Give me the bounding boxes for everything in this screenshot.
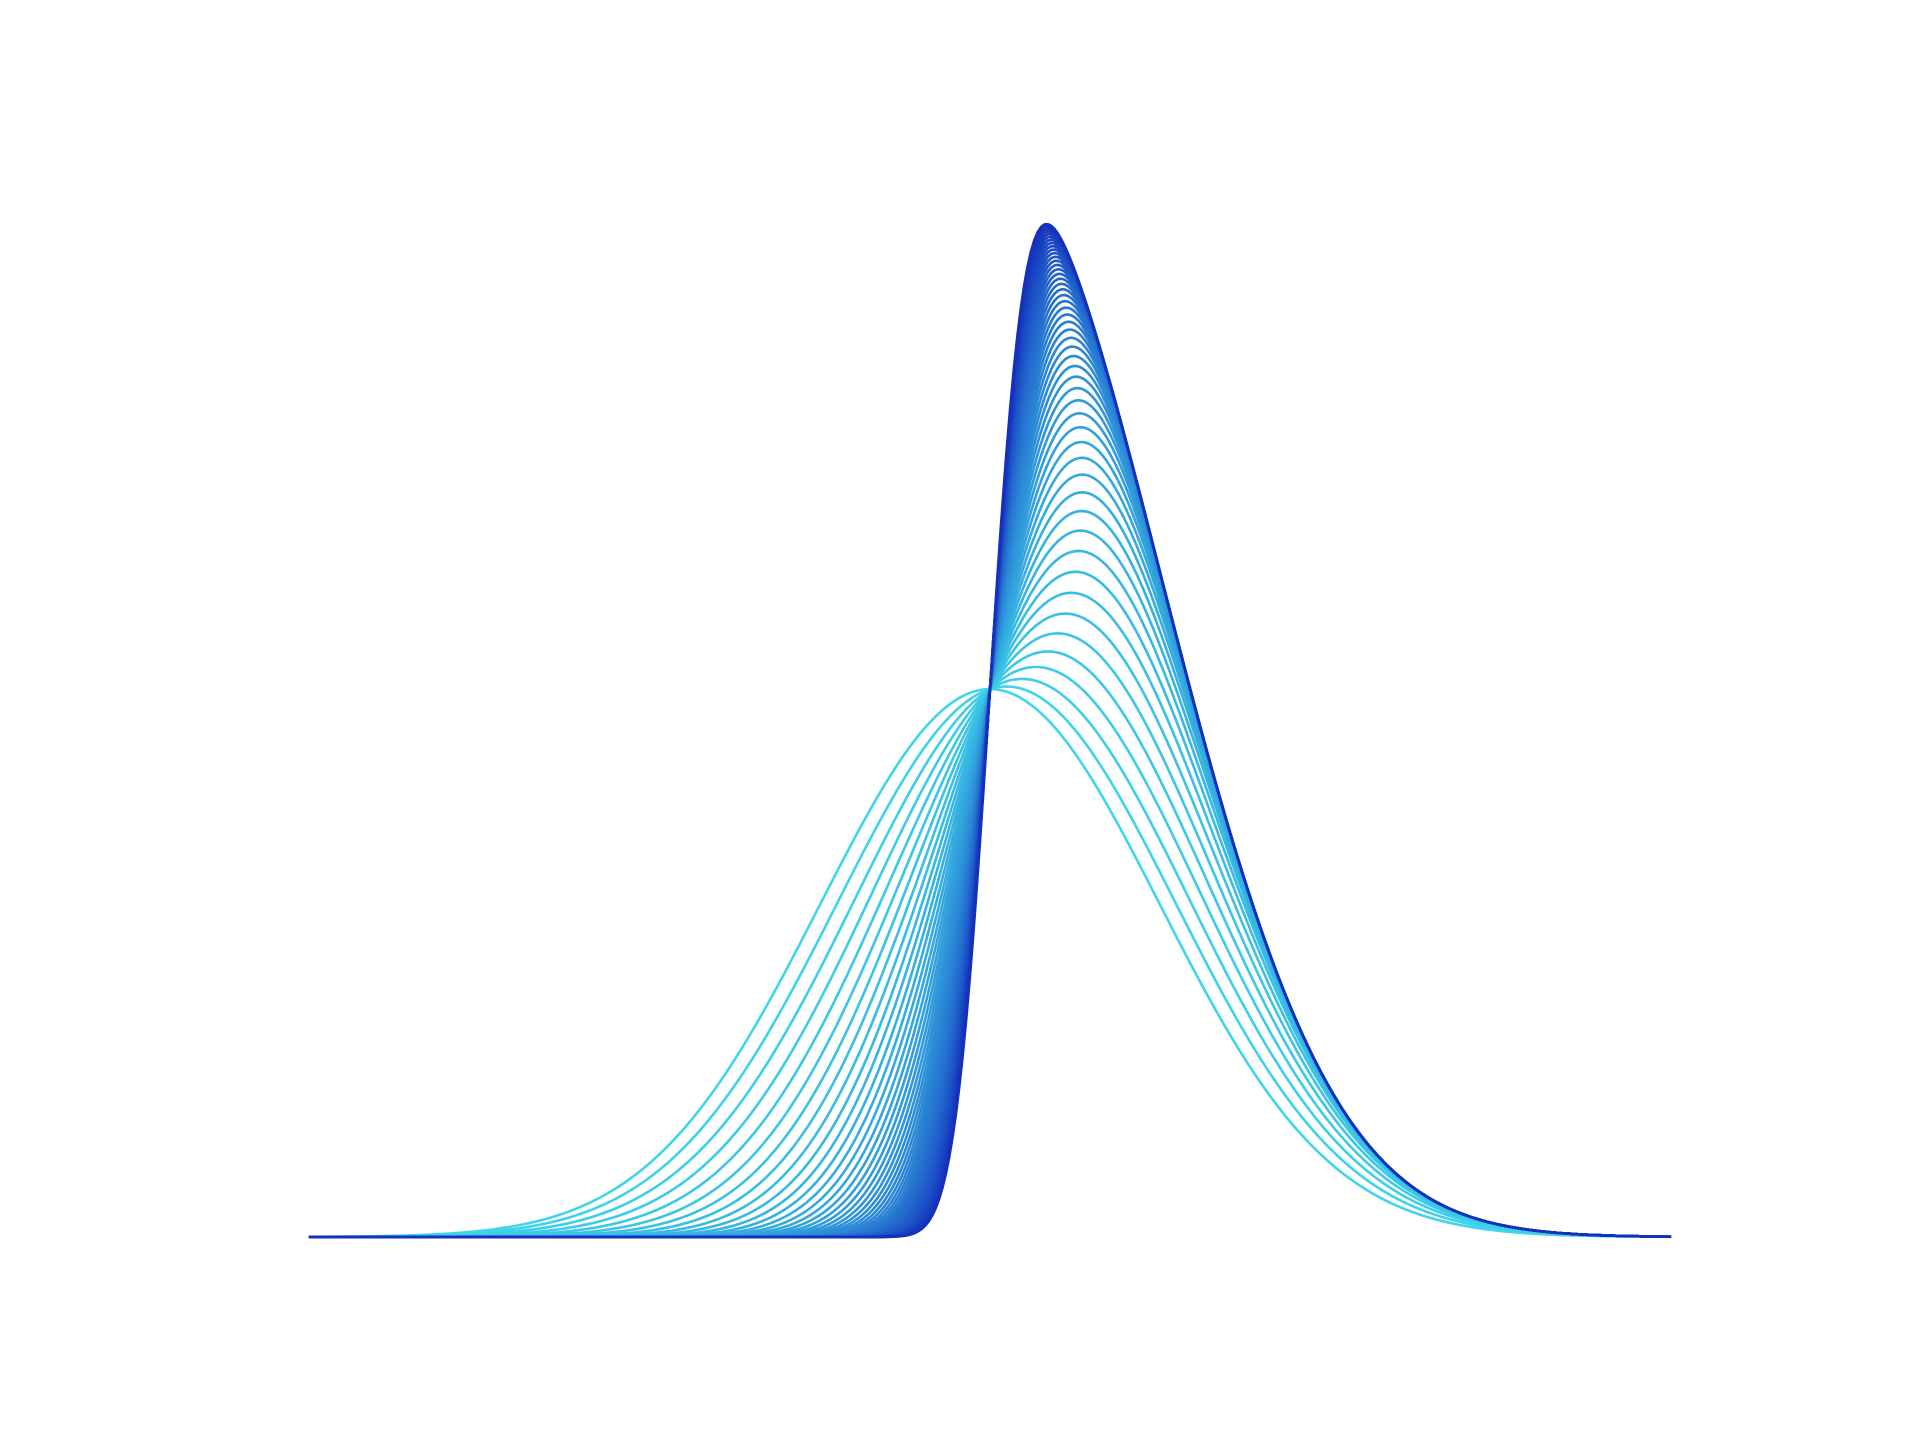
series-line-24 [308, 345, 1672, 1239]
series-line-2 [308, 685, 1672, 1239]
series-line-48 [308, 227, 1672, 1239]
series-line-36 [308, 267, 1672, 1239]
series-line-10 [308, 549, 1672, 1239]
series-line-27 [308, 320, 1672, 1239]
series-line-29 [308, 306, 1672, 1239]
series-line-45 [308, 235, 1672, 1239]
series-group [308, 222, 1672, 1239]
series-line-17 [308, 425, 1672, 1239]
series-line-34 [308, 277, 1672, 1239]
series-line-39 [308, 255, 1672, 1239]
series-line-19 [308, 398, 1672, 1239]
series-line-1 [308, 687, 1672, 1239]
series-line-13 [308, 491, 1672, 1239]
series-line-22 [308, 364, 1672, 1239]
series-line-31 [308, 293, 1672, 1239]
series-line-32 [308, 288, 1672, 1239]
series-line-50 [308, 222, 1672, 1239]
series-line-49 [308, 225, 1672, 1239]
series-line-20 [308, 386, 1672, 1239]
series-line-4 [308, 665, 1672, 1239]
series-line-14 [308, 473, 1672, 1239]
series-line-47 [308, 230, 1672, 1239]
series-line-30 [308, 299, 1672, 1239]
series-line-5 [308, 650, 1672, 1239]
series-line-12 [308, 509, 1672, 1239]
series-line-21 [308, 375, 1672, 1239]
series-line-18 [308, 412, 1672, 1239]
series-line-33 [308, 282, 1672, 1239]
series-line-35 [308, 272, 1672, 1239]
series-line-23 [308, 354, 1672, 1239]
series-line-26 [308, 328, 1672, 1239]
series-line-28 [308, 313, 1672, 1239]
series-line-11 [308, 529, 1672, 1239]
series-line-40 [308, 251, 1672, 1239]
series-line-42 [308, 244, 1672, 1239]
series-line-15 [308, 456, 1672, 1239]
series-line-46 [308, 232, 1672, 1239]
series-line-16 [308, 440, 1672, 1239]
series-line-43 [308, 241, 1672, 1239]
series-line-38 [308, 259, 1672, 1239]
series-line-25 [308, 336, 1672, 1239]
series-line-6 [308, 632, 1672, 1239]
series-line-41 [308, 248, 1672, 1239]
series-line-3 [308, 677, 1672, 1239]
series-line-44 [308, 238, 1672, 1239]
series-line-37 [308, 263, 1672, 1239]
